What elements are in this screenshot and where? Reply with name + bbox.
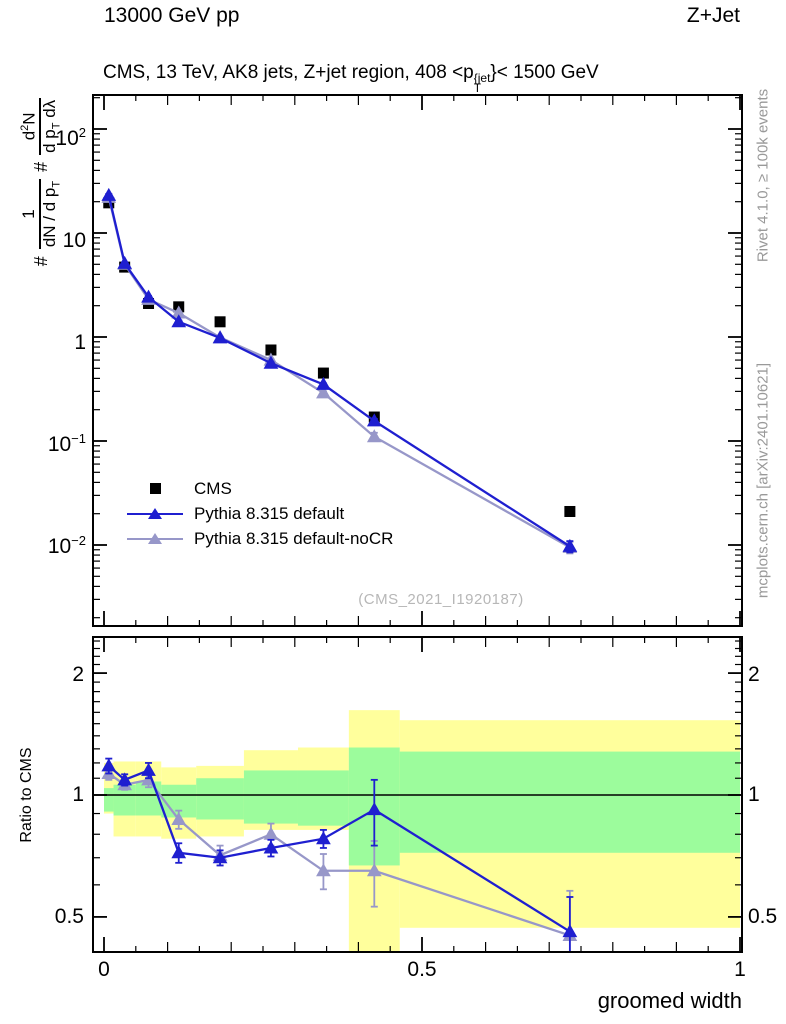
legend-item-cms: CMS xyxy=(126,476,393,501)
legend-item-pythia-default: Pythia 8.315 default xyxy=(126,501,393,526)
beam-energy-label: 13000 GeV pp xyxy=(104,4,240,27)
band-inner-bin4 xyxy=(196,778,244,820)
ratio-ytick-2-right: 2 xyxy=(748,663,760,686)
ratio-default-series xyxy=(101,757,578,952)
legend-item-pythia-nocr: Pythia 8.315 default-noCR xyxy=(126,526,393,551)
ratio-ytick-05-right: 0.5 xyxy=(748,905,778,928)
band-inner-bin0 xyxy=(104,788,114,812)
ratio-ytick-1-left: 1 xyxy=(72,783,84,806)
ratio-ytick-2-left: 2 xyxy=(72,663,84,686)
band-inner-bin8 xyxy=(399,751,740,853)
ratio-ytick-05-left: 0.5 xyxy=(54,905,84,928)
x-axis-label: groomed width xyxy=(597,988,742,1013)
cms-data-series xyxy=(103,197,576,517)
legend: CMS Pythia 8.315 default Pythia 8.315 de… xyxy=(126,476,393,551)
rivet-version-label: Rivet 4.1.0, ≥ 100k events xyxy=(754,88,772,263)
plot-title-supsub: {jet T xyxy=(473,71,491,95)
plot-title-suffix: }< 1500 GeV xyxy=(490,62,599,83)
plot-title-prefix: CMS, 13 TeV, AK8 jets, Z+jet region, 408… xyxy=(103,62,474,83)
ratio-uncertainty-bands xyxy=(104,710,740,952)
pythia-default-series xyxy=(101,187,578,554)
ratio-panel-frame xyxy=(92,636,743,953)
triangle-line-icon xyxy=(126,531,184,547)
process-label: Z+Jet xyxy=(686,4,740,27)
xtick-0: 0 xyxy=(98,958,110,981)
square-icon xyxy=(126,481,184,497)
mcplots-credit-label: mcplots.cern.ch [arXiv:2401.10621] xyxy=(754,362,772,599)
main-y-axis-label: # 1 dN / d pT # d2N d pT dλ xyxy=(18,97,63,267)
xtick-1: 1 xyxy=(734,958,746,981)
ratio-ytick-1-right: 1 xyxy=(748,783,760,806)
ytick-1e-1: 10−1 xyxy=(47,431,86,456)
band-inner-bin6 xyxy=(297,770,349,826)
analysis-id-watermark: (CMS_2021_I1920187) xyxy=(358,591,524,608)
band-inner-bin1 xyxy=(113,784,136,816)
triangle-line-icon xyxy=(126,506,184,522)
ytick-1e2: 102 xyxy=(55,125,86,150)
band-inner-bin5 xyxy=(243,770,298,824)
xtick-05: 0.5 xyxy=(407,958,437,981)
main-panel-frame xyxy=(92,94,743,627)
plot-title: CMS, 13 TeV, AK8 jets, Z+jet region, 408… xyxy=(103,62,599,95)
ytick-1e1: 10 xyxy=(62,229,86,252)
ytick-1e-2: 10−2 xyxy=(47,533,86,558)
ytick-1: 1 xyxy=(74,331,86,354)
